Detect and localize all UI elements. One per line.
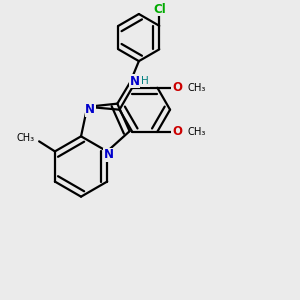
Text: N: N <box>85 103 95 116</box>
Text: H: H <box>141 76 149 86</box>
Text: O: O <box>172 81 182 94</box>
Text: CH₃: CH₃ <box>188 83 206 93</box>
Text: CH₃: CH₃ <box>17 133 35 143</box>
Text: N: N <box>103 148 114 161</box>
Text: O: O <box>172 125 182 138</box>
Text: Cl: Cl <box>154 3 166 16</box>
Text: CH₃: CH₃ <box>188 127 206 136</box>
Text: N: N <box>130 75 140 88</box>
